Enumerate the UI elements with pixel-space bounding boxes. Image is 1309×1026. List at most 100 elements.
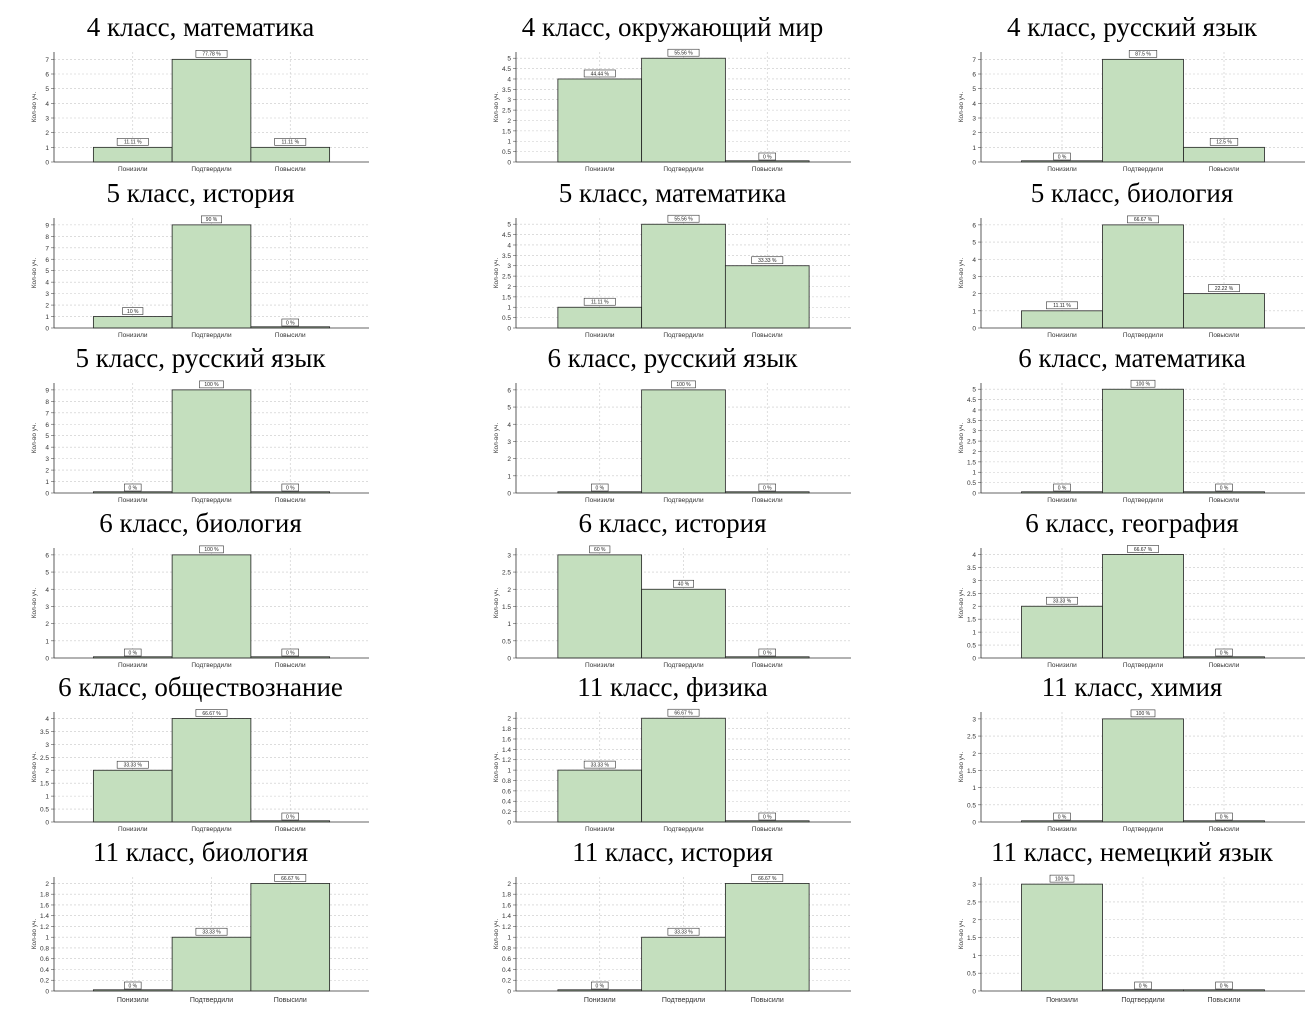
y-tick-label: 1.6 [502,736,511,743]
bar-chart: 0 0.2 0.4 0.6 0.8 1 1.2 1.4 1.6 1.8 2 Кол-во уч. 0 %… [493,874,851,1004]
bar-1 [557,78,643,163]
bar-3 [250,146,331,163]
data-label-box [758,483,776,492]
data-label: 0 % [763,154,772,160]
y-tick-label: 2 [45,130,49,137]
chart-12: 6 класс, география 0 0.5 1 1.5 2 2.5 3 3.5 4 Кол-в… [955,508,1309,683]
y-tick-label: 0.6 [502,788,511,795]
bar-2 [641,57,726,163]
x-tick-label: Подтвердили [191,166,232,173]
data-label-box [1134,981,1152,990]
data-label-box [199,380,224,389]
x-tick-label: Подтвердили [663,826,704,833]
data-label-box [667,927,700,936]
bar-chart: 0 0.2 0.4 0.6 0.8 1 1.2 1.4 1.6 1.8 2 Кол-во уч. 0 %… [31,874,369,1004]
x-tick-label: Понизили [1046,997,1078,1004]
bar-3 [1183,146,1265,163]
bar-2 [1102,58,1184,163]
y-tick-label: 6 [45,72,49,79]
y-tick-label: 3 [45,604,49,611]
data-label: 66.67 % [202,711,221,717]
y-tick-label: 1 [507,473,511,480]
data-label-box [281,483,299,492]
x-tick-label: Подтвердили [190,997,233,1004]
data-label: 0 % [595,983,604,989]
y-tick-label: 1 [972,145,976,152]
bar-chart: 0 0.5 1 1.5 2 2.5 3 3.5 4 4.5 5 Кол-во уч. 0 % Понизи… [958,379,1305,504]
data-label-box [281,318,299,327]
data-label-box [124,981,142,990]
y-tick-label: 1 [507,768,511,775]
y-tick-label: 7 [45,57,49,64]
y-tick-label: 2 [45,621,49,628]
data-label: 100 % [204,382,219,388]
x-tick-label: Понизили [1047,497,1077,504]
bar-1 [1021,310,1103,329]
y-tick-label: 1 [972,785,976,792]
x-tick-label: Понизили [1047,662,1077,669]
x-tick-label: Понизили [585,332,615,339]
y-tick-label: 3 [45,116,49,123]
x-tick-label: Понизили [585,497,615,504]
chart-title: 5 класс, математика [558,178,787,208]
data-label: 0 % [128,485,137,491]
data-label: 100 % [204,547,219,553]
data-label: 33.33 % [1053,599,1072,605]
y-tick-label: 2 [972,751,976,758]
data-label: 0 % [1058,154,1067,160]
bar-3 [1183,293,1265,329]
x-tick-label: Повысили [274,997,307,1004]
y-tick-label: 0.5 [502,149,511,156]
y-tick-label: 0 [45,491,49,498]
chart-1: 4 класс, математика 0 1 2 3 4 5 6 7 Кол-во уч. 11.… [28,12,373,187]
x-tick-label: Подтвердили [662,997,705,1004]
chart-title: 5 класс, биология [1030,178,1234,208]
chart-15: 11 класс, химия 0 0.5 1 1.5 2 2.5 3 Кол-во уч. 0 … [955,672,1309,847]
bar-chart: 0 0.5 1 1.5 2 2.5 3 Кол-во уч. 60 % Понизили 40 % П… [493,545,851,669]
bar-chart: 0 1 2 3 4 5 6 Кол-во уч. 0 % Понизили 100 % Подтвер… [31,545,369,669]
y-tick-label: 6 [507,387,511,394]
chart-title: 11 класс, история [572,837,773,867]
x-tick-label: Повысили [1209,166,1240,173]
y-tick-label: 3 [507,552,511,559]
y-tick-label: 3 [972,428,976,435]
x-tick-label: Повысили [275,662,306,669]
y-tick-label: 2.5 [967,439,976,446]
x-tick-label: Подтвердили [191,826,232,833]
y-axis-label: Кол-во уч. [31,423,38,454]
y-axis-label: Кол-во уч. [493,423,500,454]
y-tick-label: 1.8 [502,892,511,899]
data-label-box [1215,483,1233,492]
y-axis-label: Кол-во уч. [958,752,965,783]
chart-title: 11 класс, химия [1041,672,1223,702]
data-label: 0 % [763,650,772,656]
data-label-box [274,874,307,882]
y-axis-label: Кол-во уч. [958,919,965,950]
data-label: 66.67 % [674,711,693,717]
y-tick-label: 5 [507,56,511,63]
x-tick-label: Подтвердили [191,332,232,339]
y-tick-label: 0.6 [40,956,49,963]
y-axis-label: Кол-во уч. [493,588,500,619]
y-tick-label: 0.5 [967,480,976,487]
bar-2 [641,717,726,823]
data-label-box [281,812,299,821]
data-label: 0 % [763,814,772,820]
y-tick-label: 0.8 [40,945,49,952]
data-label: 0 % [1220,650,1229,656]
y-tick-label: 6 [972,222,976,229]
y-tick-label: 3 [45,291,49,298]
bar-3 [250,883,331,992]
y-tick-label: 0 [972,989,976,996]
y-tick-label: 0.5 [502,638,511,645]
chart-title: 6 класс, математика [1018,343,1246,373]
data-label-box [1130,379,1156,388]
x-tick-label: Подтвердили [1123,497,1164,504]
y-tick-label: 1 [45,479,49,486]
y-tick-label: 4.5 [967,397,976,404]
y-tick-label: 1.8 [502,726,511,733]
x-tick-label: Подтвердили [663,662,704,669]
y-tick-label: 1 [972,308,976,315]
y-tick-label: 3.5 [502,253,511,260]
y-tick-label: 1 [45,935,49,942]
